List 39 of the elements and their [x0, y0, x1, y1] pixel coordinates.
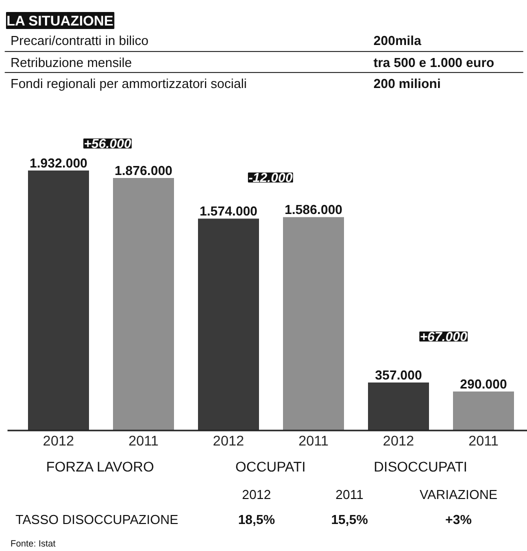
text: 200mila	[374, 33, 422, 48]
x-tick-label: 2011	[128, 432, 159, 448]
chart-title: LA SITUAZIONE	[6, 12, 114, 28]
x-tick-label: 2011	[468, 432, 499, 448]
data-label: 290.000	[460, 376, 508, 392]
bar	[28, 170, 89, 430]
text: +3%	[445, 512, 472, 527]
bar	[198, 218, 259, 430]
text: FORZA LAVORO	[46, 458, 154, 474]
text: 200 milioni	[374, 76, 441, 91]
bar	[283, 217, 344, 430]
bar	[368, 382, 429, 430]
text: 2012	[242, 487, 271, 502]
bar	[453, 391, 514, 430]
x-tick-label: 2012	[382, 432, 414, 448]
text: +56.000	[84, 136, 132, 151]
text: tra 500 e 1.000 euro	[374, 55, 494, 70]
text: OCCUPATI	[235, 458, 306, 474]
text: DISOCCUPATI	[374, 458, 468, 474]
text: 2011	[336, 487, 364, 502]
text: Precari/contratti in bilico	[10, 33, 148, 48]
source-note: Fonte: Istat	[10, 538, 56, 548]
text: TASSO DISOCCUPAZIONE	[16, 512, 179, 527]
text: 18,5%	[238, 512, 276, 527]
text: VARIAZIONE	[420, 487, 498, 502]
data-label: 1.574.000	[200, 204, 258, 219]
text: Retribuzione mensile	[10, 55, 132, 70]
data-label: 357.000	[375, 367, 422, 382]
text: 15,5%	[331, 512, 368, 527]
x-tick-label: 2012	[42, 432, 74, 448]
x-tick-label: 2012	[212, 432, 244, 448]
bar	[113, 178, 174, 430]
data-label: 1.932.000	[30, 156, 88, 170]
annotation: -12.000	[248, 170, 294, 185]
annotation: +67.000	[420, 329, 468, 344]
data-label: 1.876.000	[114, 163, 172, 178]
data-label: 1.586.000	[284, 202, 342, 218]
text: Fondi regionali per ammortizzatori sociali	[10, 76, 247, 91]
x-tick-label: 2011	[298, 432, 329, 448]
